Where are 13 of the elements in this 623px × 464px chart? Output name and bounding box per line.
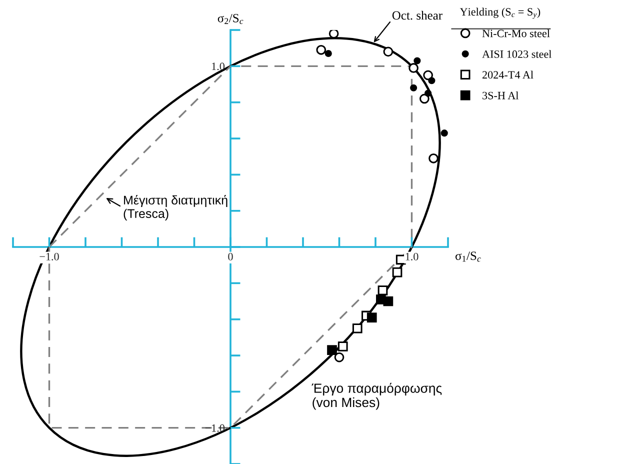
legend-title: Yielding (S$_{c}$ = S$_{y}$) [460,8,540,19]
legend-label: Ni-Cr-Mo steel [482,29,550,38]
text: Oct. shear [392,10,442,20]
x-tick-label: 1.0 [406,252,418,260]
x-tick-label: −1.0 [40,252,59,260]
legend-label: 3S-H Al [482,92,519,100]
y-axis-title: σ$_{2}$/S$_{c}$ [218,14,244,24]
legend-label: 2024-T4 Al [482,70,534,79]
x-axis-title: σ$_{1}$/S$_{c}$ [455,252,481,262]
x-tick-label: 0 [228,252,233,260]
legend-label: AISI 1023 steel [482,50,552,58]
annotation: Έργο παραμόρφωσης (von Mises) [312,382,442,410]
annotation: Μέγιστη διατμητική (Tresca) [124,195,228,220]
